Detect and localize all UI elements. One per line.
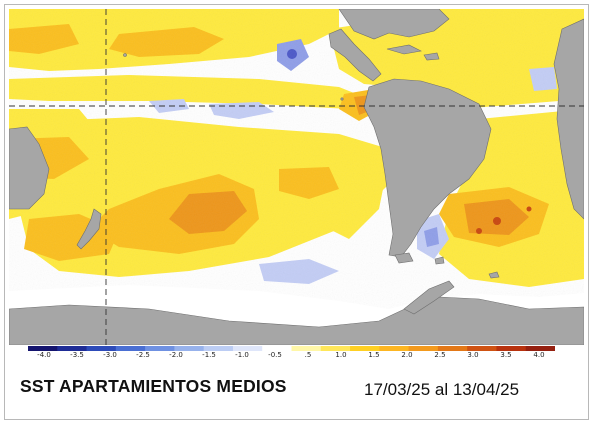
colorbar-tick-label: 1.0 (335, 351, 347, 359)
colorbar-swatch (28, 346, 58, 351)
colorbar-swatch (408, 346, 439, 351)
map-title: SST APARTAMIENTOS MEDIOS (20, 376, 287, 396)
hawaii-island (123, 53, 127, 57)
colorbar-swatch (437, 346, 468, 351)
colorbar-tick-label: 3.5 (500, 351, 512, 359)
colorbar-swatch (232, 346, 263, 351)
colorbar-tick-label: -2.5 (136, 351, 150, 359)
australia-land (9, 126, 50, 210)
colorbar-swatch (262, 346, 292, 351)
south-america-land (363, 78, 492, 258)
colorbar-swatch (291, 346, 322, 351)
colorbar-swatch (203, 346, 234, 351)
colorbar-swatch (145, 346, 175, 351)
colorbar-swatch (115, 346, 146, 351)
land-masses (9, 9, 584, 345)
colorbar-tick-label: 1.5 (368, 351, 380, 359)
new-zealand-land (76, 208, 102, 250)
cuba-island (386, 44, 422, 55)
colorbar-tick-label: 4.0 (533, 351, 545, 359)
north-america-land (338, 9, 450, 40)
tierra-del-fuego (394, 252, 414, 264)
colorbar-swatch (86, 346, 117, 351)
colorbar-tick-label: -1.5 (202, 351, 216, 359)
central-america-land (328, 28, 382, 82)
hispaniola-island (423, 52, 440, 61)
map-period: 17/03/25 al 13/04/25 (364, 380, 520, 399)
colorbar (28, 346, 555, 351)
colorbar-swatch (350, 346, 380, 351)
colorbar-swatch (525, 346, 555, 351)
colorbar-tick-label: -0.5 (268, 351, 282, 359)
south-georgia-island (488, 271, 500, 279)
colorbar-tick-label: -3.0 (103, 351, 117, 359)
colorbar-tick-label: -4.0 (37, 351, 51, 359)
colorbar-tick-label: -3.5 (70, 351, 84, 359)
colorbar-swatch (174, 346, 205, 351)
colorbar-swatch (496, 346, 527, 351)
sst-anomaly-map (9, 9, 584, 345)
galapagos-island (340, 97, 344, 101)
colorbar-tick-label: 2.5 (434, 351, 446, 359)
colorbar-tick-label: -1.0 (235, 351, 249, 359)
africa-land (553, 18, 584, 220)
colorbar-swatch (320, 346, 351, 351)
colorbar-swatch (57, 346, 88, 351)
colorbar-swatch (467, 346, 497, 351)
antarctic-peninsula (403, 280, 455, 315)
colorbar-tick-label: 2.0 (401, 351, 413, 359)
colorbar-tick-label: -2.0 (169, 351, 183, 359)
colorbar-tick-label: .5 (304, 351, 312, 359)
colorbar-tick-labels: -4.0 -3.5 -3.0 -2.5 -2.0 -1.5 -1.0 -0.5 .5 1.0 1.5… (28, 351, 555, 363)
falkland-islands (434, 256, 445, 265)
colorbar-tick-label: 3.0 (467, 351, 479, 359)
colorbar-swatch (379, 346, 410, 351)
